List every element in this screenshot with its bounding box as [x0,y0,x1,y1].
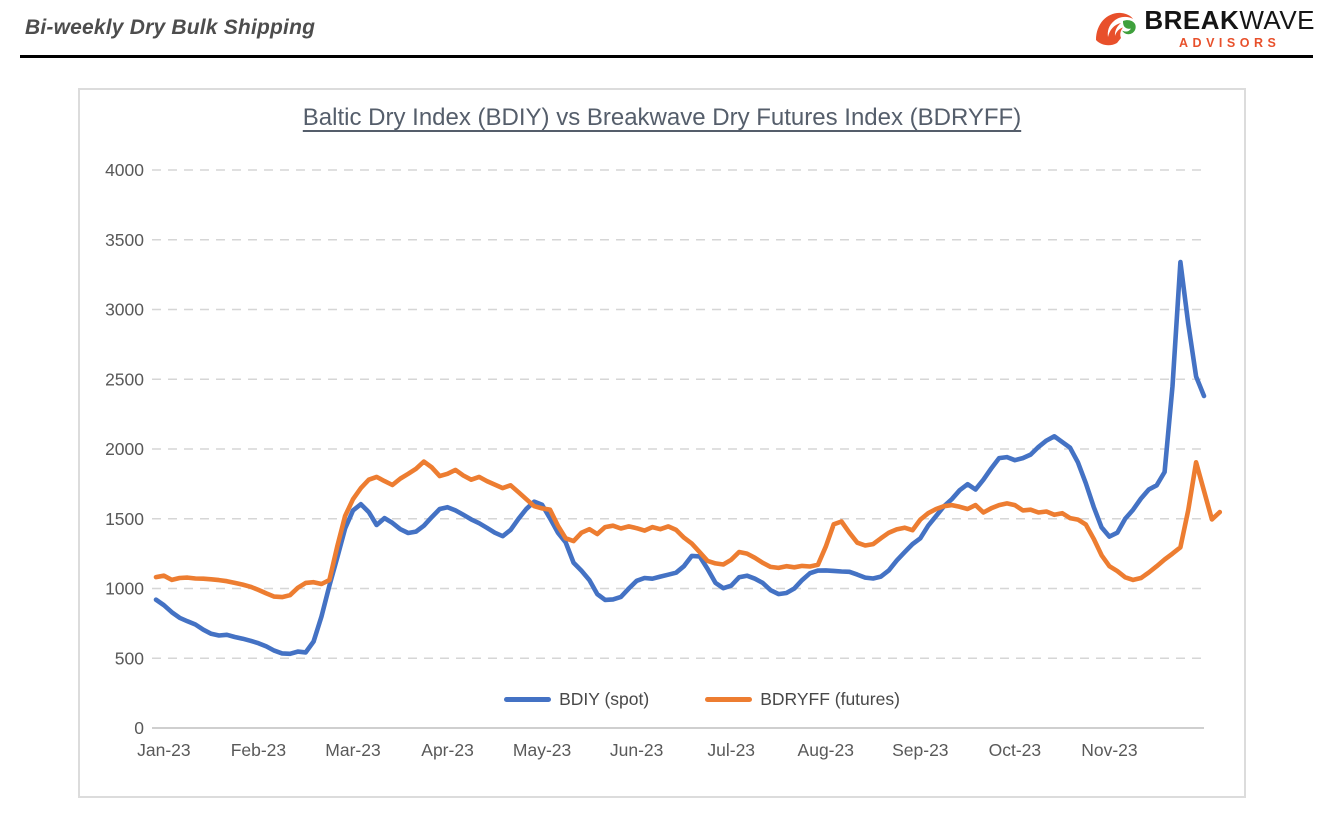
svg-text:Oct-23: Oct-23 [989,740,1042,760]
report-title: Bi-weekly Dry Bulk Shipping [25,16,316,39]
x-axis-tick-labels: Jan-23 Feb-23 Mar-23 Apr-23 May-23 Jun-23 Jul-… [137,740,1138,760]
svg-text:Sep-23: Sep-23 [892,740,948,760]
bdryff-futures-line [153,459,1223,600]
svg-text:Aug-23: Aug-23 [798,740,854,760]
logo-wordmark: BREAKWAVE [1144,7,1315,33]
legend-item-bdiy: BDIY (spot) [504,689,649,710]
svg-text:May-23: May-23 [513,740,571,760]
gridlines [152,169,1204,659]
svg-text:Jul-23: Jul-23 [707,740,755,760]
legend-label-bdiy: BDIY (spot) [559,689,650,709]
svg-text:Jun-23: Jun-23 [610,740,664,760]
svg-text:3000: 3000 [105,300,144,320]
svg-text:4000: 4000 [105,160,144,180]
chart-area: 0 500 1000 1500 2000 2500 3000 3500 4000 Jan-23 Fe… [78,88,1246,798]
svg-text:Apr-23: Apr-23 [421,740,474,760]
chart-legend: BDIY (spot) BDRYFF (futures) [120,689,1284,710]
logo-subtitle: ADVISORS [1179,36,1281,50]
svg-text:Jan-23: Jan-23 [137,740,191,760]
header-divider [20,55,1313,58]
bdryff-line-swatch [705,696,753,703]
line-chart-plot: 0 500 1000 1500 2000 2500 3000 3500 4000 Jan-23 Fe… [105,160,1223,760]
svg-text:0: 0 [134,718,144,738]
bdiy-line-swatch [504,696,552,703]
y-axis-tick-labels: 0 500 1000 1500 2000 2500 3000 3500 4000 [105,160,144,738]
chart-title: Baltic Dry Index (BDIY) vs Breakwave Dry… [302,104,1022,131]
svg-text:2000: 2000 [105,439,144,459]
svg-text:Feb-23: Feb-23 [231,740,286,760]
logo-wordmark-wave: WAVE [1239,5,1315,35]
svg-text:Nov-23: Nov-23 [1081,740,1137,760]
svg-text:3500: 3500 [105,230,144,250]
svg-text:1000: 1000 [105,579,144,599]
breakwave-logo: BREAKWAVE ADVISORS [1094,7,1315,54]
logo-wordmark-break: BREAK [1144,5,1240,35]
legend-label-bdryff: BDRYFF (futures) [760,689,900,709]
svg-text:2500: 2500 [105,369,144,389]
bdiy-spot-line [153,259,1207,657]
breakwave-wave-icon [1094,7,1138,54]
svg-text:Mar-23: Mar-23 [325,740,380,760]
legend-item-bdryff: BDRYFF (futures) [705,689,900,710]
svg-text:500: 500 [115,648,144,668]
svg-text:1500: 1500 [105,509,144,529]
